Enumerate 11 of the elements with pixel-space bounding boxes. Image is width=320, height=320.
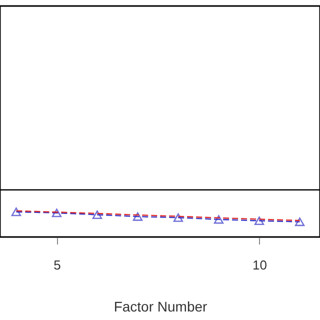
point — [52, 208, 62, 218]
point — [254, 216, 264, 226]
point — [214, 215, 224, 224]
point — [92, 210, 102, 220]
point — [173, 213, 184, 222]
point — [294, 218, 305, 226]
point — [132, 212, 143, 221]
x-axis-title: Factor Number — [114, 298, 208, 314]
x-tick-label: 5 — [54, 258, 61, 272]
point — [11, 208, 22, 216]
x-tick-label: 10 — [252, 258, 267, 272]
